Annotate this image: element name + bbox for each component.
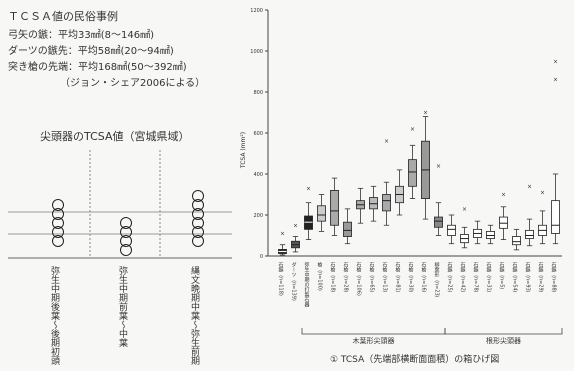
group-bracket-1: [301, 328, 446, 335]
outlier-point: ×: [280, 230, 285, 237]
tcsa-circle: [120, 235, 132, 247]
group-bracket-2: [444, 328, 563, 335]
outlier-point: ×: [384, 138, 389, 145]
box: [304, 215, 313, 230]
tcsa-circle: [192, 208, 204, 220]
box: [499, 216, 508, 229]
outlier-point: ×: [306, 185, 311, 192]
x-category-label: 石槍（n=18）: [330, 262, 336, 296]
tcsa-circle: [120, 244, 132, 256]
outlier-point: ×: [501, 192, 506, 199]
tcsa-circle: [120, 226, 132, 238]
column-label-2: 弥生中期前葉～中葉: [117, 265, 128, 348]
box: [525, 229, 534, 239]
box: [343, 221, 352, 237]
column-label-3: 縄文晩期中葉～弥生前期: [189, 266, 200, 366]
box: [447, 224, 456, 236]
info-line-3: 突き槍の先端：平均168㎟(50～392㎟): [8, 62, 187, 73]
info-title: ＴＣＳＡ値の民俗事例: [8, 10, 118, 23]
outlier-point: ×: [553, 58, 558, 65]
tcsa-circle: [52, 226, 64, 238]
x-category-label: 石鏃（n=42）: [460, 262, 466, 296]
y-axis-label: TCSA (mm²): [240, 132, 247, 169]
x-category-label: 石鏃（n=118）: [278, 262, 284, 299]
x-category-label: 石鏃（n=93）: [525, 262, 531, 296]
x-category-label: 弥生中期の打製石器: [304, 261, 310, 308]
box: [486, 230, 495, 239]
x-category-label: 柳葉形（n=23）: [434, 261, 440, 300]
x-category-label: 石槍（n=106）: [356, 262, 362, 299]
x-category-label: 石鏃（n=29）: [538, 262, 544, 296]
y-tick-label: 200: [253, 213, 263, 219]
x-category-label: 石槍（n=13）: [382, 262, 388, 296]
y-tick-label: 0: [260, 254, 263, 260]
outlier-point: ×: [423, 110, 428, 117]
outlier-point: ×: [553, 77, 558, 84]
x-category-label: 石鏃（n=78）: [473, 262, 479, 296]
outlier-point: ×: [462, 206, 467, 213]
tcsa-circle: [52, 199, 64, 211]
box: [330, 189, 339, 226]
x-category-label: 石槍（n=28）: [343, 262, 349, 296]
tcsa-circle: [52, 235, 64, 247]
x-category-label: 石鏃（n=88）: [551, 262, 557, 296]
box: [551, 200, 560, 234]
tcsa-circle: [120, 217, 132, 229]
x-category-label: 石槍（n=65）: [369, 262, 375, 296]
tcsa-circle: [52, 217, 64, 229]
tcsa-circle: [192, 226, 204, 238]
left-panel-title: 尖頭器のTCSA値（宮城県域）: [40, 130, 190, 143]
y-tick-label: 800: [253, 90, 263, 96]
box: [408, 159, 417, 187]
outlier-point: ×: [540, 189, 545, 196]
outlier-point: ×: [293, 222, 298, 229]
column-label-1: 弥生中期後葉～後期初頭: [49, 265, 60, 366]
x-category-label: 石鏃（n=5）: [499, 262, 505, 293]
group-label-2: 根形尖頭器: [486, 336, 521, 345]
y-tick-label: 1200: [250, 8, 263, 14]
info-line-2: ダーツの鏃先：平均58㎟(20～94㎟): [8, 46, 174, 57]
info-line-4: （ジョン・シェア2006による）: [60, 78, 206, 89]
boxplot-caption: ① TCSA（先端部横断面面積）の箱ひげ図: [330, 355, 500, 365]
x-category-label: 石鏃（n=25）: [447, 262, 453, 296]
box: [512, 236, 521, 246]
tcsa-circle: [192, 235, 204, 247]
tcsa-circle: [192, 217, 204, 229]
tcsa-circle: [192, 190, 204, 202]
x-category-label: 石鏃（n=54）: [512, 262, 518, 296]
y-tick-label: 600: [253, 131, 263, 137]
x-category-label: 石槍（n=16）: [421, 262, 427, 296]
outlier-point: ×: [527, 183, 532, 190]
tcsa-circle: [192, 199, 204, 211]
outlier-point: ×: [436, 163, 441, 170]
y-tick-label: 1000: [250, 49, 263, 55]
x-category-label: 槍（n=100）: [317, 261, 323, 294]
x-category-label: 石槍（n=30）: [408, 262, 414, 296]
info-line-1: 弓矢の鏃：平均33㎟(8～146㎟): [8, 30, 154, 41]
box: [434, 216, 443, 228]
outlier-point: ×: [410, 126, 415, 133]
box: [317, 205, 326, 222]
group-label-1: 木葉形尖頭器: [353, 336, 395, 345]
tcsa-circle: [52, 208, 64, 220]
box: [369, 197, 378, 210]
x-category-label: 石槍（n=81）: [395, 262, 401, 296]
x-category-label: 石鏃（n=31）: [486, 262, 492, 296]
x-category-label: ダーツ（n=139）: [291, 261, 297, 304]
y-tick-label: 400: [253, 172, 263, 178]
box: [382, 194, 391, 212]
